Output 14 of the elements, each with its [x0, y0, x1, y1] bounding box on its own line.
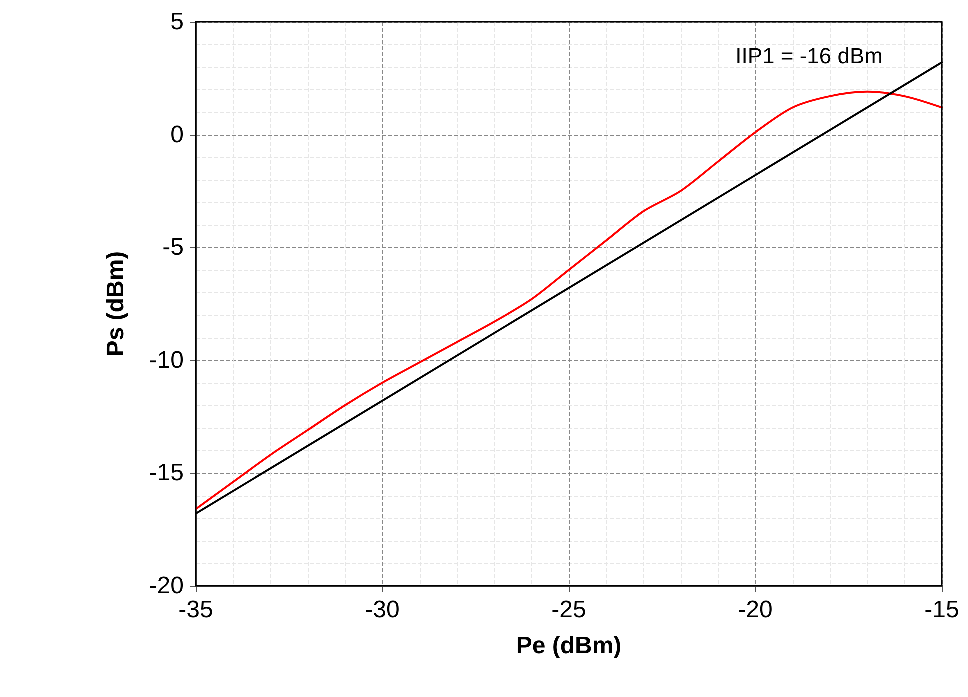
x-tick-label: -15: [924, 596, 960, 624]
x-tick-label: -20: [738, 596, 773, 624]
y-tick-label: -10: [149, 346, 184, 374]
y-tick-label: 0: [170, 121, 184, 148]
y-tick-label: -20: [149, 572, 184, 600]
y-tick-label: -15: [149, 460, 184, 487]
y-axis-title: Ps (dBm): [102, 251, 130, 357]
x-tick-label: -30: [365, 596, 400, 624]
y-tick-label: 5: [170, 8, 184, 36]
annotation: IIP1 = -16 dBm: [736, 44, 884, 68]
x-tick-label: -25: [552, 596, 586, 624]
x-axis-title: Pe (dBm): [516, 632, 622, 660]
y-tick-label: -5: [162, 234, 184, 262]
x-tick-label: -35: [178, 596, 214, 624]
